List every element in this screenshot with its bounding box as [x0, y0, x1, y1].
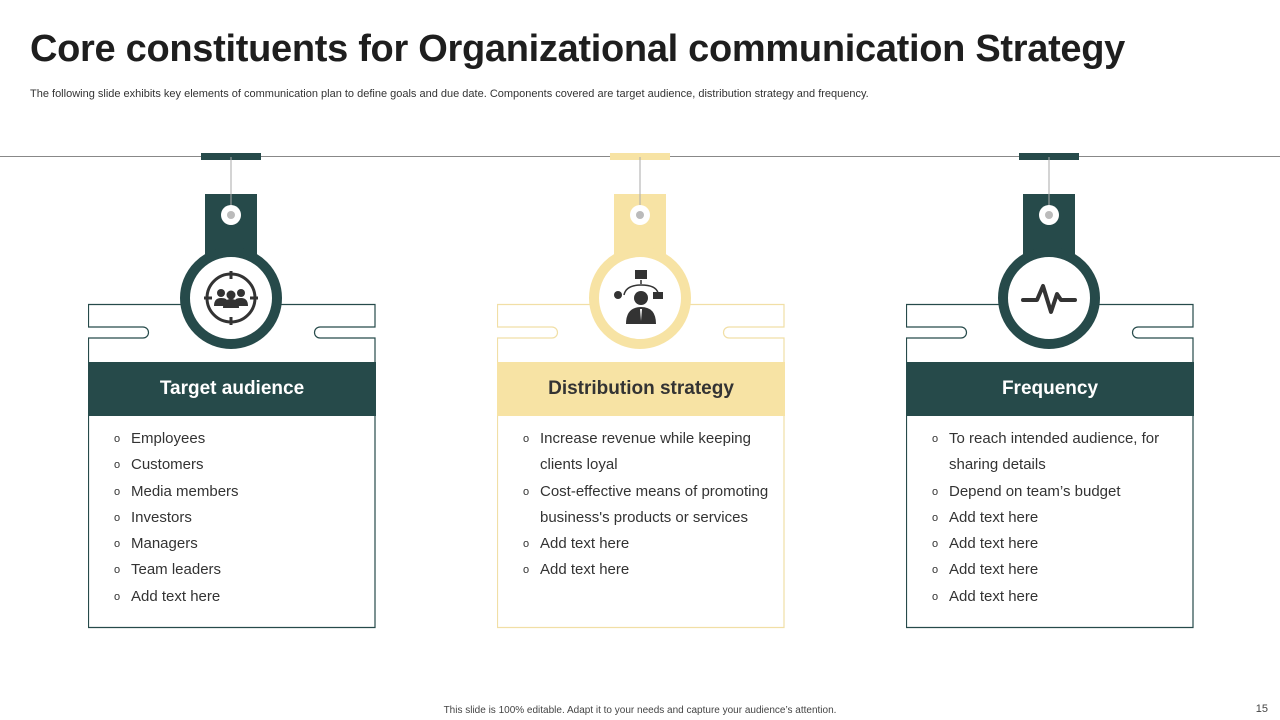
list-item: o Add text here: [932, 557, 1182, 583]
list-item: o Employees: [114, 426, 364, 452]
list-item: o Investors: [114, 505, 364, 531]
bullet: o: [523, 433, 530, 445]
card-list: o Employees o Customers o Media members o Inves…: [114, 426, 364, 610]
bullet: o: [523, 538, 530, 551]
list-item: o Customers: [114, 452, 364, 478]
bullet: o: [114, 433, 121, 445]
list-item: o Add text here: [932, 584, 1182, 610]
list-item-text: Managers: [131, 535, 198, 553]
list-item-text: Add text here: [131, 587, 221, 605]
list-item-text: Depend on team’s budget: [949, 482, 1121, 500]
list-item-text: Add text here: [540, 561, 630, 579]
list-item: o Add text here: [523, 557, 773, 583]
card-distribution-strategy: Distribution strategy o Increase revenue …: [497, 150, 785, 630]
card-list: o To reach intended audience, for sharing…: [932, 426, 1182, 610]
bullet: o: [114, 590, 121, 603]
bullet: o: [114, 459, 121, 472]
bullet: o: [932, 485, 939, 498]
target-audience-icon: [201, 268, 261, 328]
list-item-text: Add text here: [949, 561, 1039, 579]
list-item: o Increase revenue while keeping clients …: [523, 426, 773, 479]
list-item: o To reach intended audience, for sharing…: [932, 426, 1182, 479]
list-item-text: Add text here: [949, 587, 1039, 605]
page-title: Core constituents for Organizational com…: [30, 28, 1126, 70]
list-item: o Depend on team’s budget: [932, 479, 1182, 505]
card-heading: Target audience: [88, 362, 376, 416]
list-item-text: Increase revenue while keeping clients l…: [540, 430, 751, 474]
hanger-bar: [610, 153, 670, 160]
list-item-text: Add text here: [949, 535, 1039, 553]
list-item: o Managers: [114, 531, 364, 557]
footer-note: This slide is 100% editable. Adapt it to…: [443, 705, 837, 716]
page-number: 15: [1255, 703, 1268, 715]
bullet: o: [932, 538, 939, 551]
list-item-text: Employees: [131, 430, 206, 447]
bullet: o: [114, 485, 121, 498]
bullet: o: [932, 433, 939, 445]
page-subtitle: The following slide exhibits key element…: [30, 88, 869, 100]
card-heading: Distribution strategy: [497, 362, 785, 416]
list-item: o Media members: [114, 479, 364, 505]
bullet: o: [114, 564, 121, 577]
card-heading: Frequency: [906, 362, 1194, 416]
card-list: o Increase revenue while keeping clients …: [523, 426, 773, 584]
pulse-icon: [1019, 268, 1079, 328]
list-item: o Team leaders: [114, 557, 364, 583]
card-target-audience: Target audience o Employees o Customers o Med…: [88, 150, 376, 630]
list-item-text: Add text here: [540, 535, 630, 553]
list-item: o Add text here: [932, 531, 1182, 557]
businessman-distribution-icon: [610, 268, 670, 328]
list-item: o Cost-effective means of promoting busin…: [523, 479, 773, 532]
list-item-text: Cost-effective means of promoting busine…: [540, 482, 769, 526]
bullet: o: [523, 564, 530, 577]
list-item-text: Customers: [131, 456, 204, 474]
icon-ring: [998, 247, 1100, 349]
hanger-bar: [1019, 153, 1079, 160]
list-item: o Add text here: [523, 531, 773, 557]
bullet: o: [932, 590, 939, 603]
bullet: o: [114, 511, 121, 524]
list-item-text: Investors: [131, 508, 192, 526]
list-item-text: Team leaders: [131, 561, 222, 579]
bullet: o: [932, 564, 939, 577]
card-frequency: Frequency o To reach intended audience, f…: [906, 150, 1194, 630]
list-item-text: Add text here: [949, 508, 1039, 526]
list-item: o Add text here: [932, 505, 1182, 531]
list-item-text: Media members: [131, 482, 239, 500]
hanger-bar: [201, 153, 261, 160]
list-item-text: To reach intended audience, for sharing …: [949, 430, 1160, 474]
bullet: o: [523, 485, 530, 498]
bullet: o: [932, 511, 939, 524]
list-item: o Add text here: [114, 584, 364, 610]
bullet: o: [114, 538, 121, 551]
